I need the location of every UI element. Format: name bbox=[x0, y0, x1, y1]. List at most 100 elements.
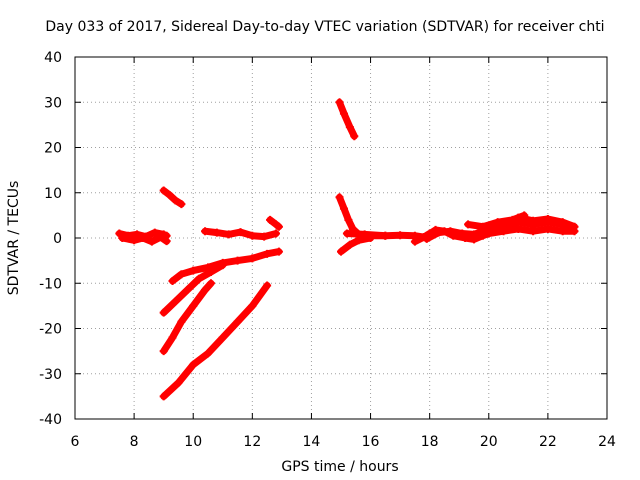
x-tick-label: 12 bbox=[243, 434, 261, 450]
data-point-marker bbox=[171, 297, 180, 306]
data-point-marker bbox=[168, 333, 177, 342]
data-point-marker bbox=[458, 229, 467, 238]
x-tick-label: 18 bbox=[421, 434, 439, 450]
y-tick-label: -20 bbox=[39, 322, 62, 338]
x-tick-label: 6 bbox=[71, 434, 80, 450]
data-point-marker bbox=[381, 231, 390, 240]
data-point-marker bbox=[150, 228, 159, 237]
data-point-marker bbox=[514, 213, 523, 222]
data-point-marker bbox=[159, 308, 168, 317]
data-point-marker bbox=[434, 228, 443, 237]
data-point-marker bbox=[350, 132, 359, 141]
data-point-marker bbox=[206, 279, 215, 288]
data-point-marker bbox=[189, 360, 198, 369]
data-point-marker bbox=[159, 186, 168, 195]
data-point-marker bbox=[335, 193, 344, 202]
data-point-marker bbox=[156, 233, 165, 242]
y-tick-label: 20 bbox=[44, 141, 62, 157]
x-axis-label: GPS time / hours bbox=[281, 459, 398, 475]
data-point-marker bbox=[260, 232, 269, 241]
data-point-marker bbox=[335, 98, 344, 107]
data-point-marker bbox=[499, 227, 508, 236]
data-point-marker bbox=[274, 222, 283, 231]
data-point-marker bbox=[248, 231, 257, 240]
data-point-marker bbox=[263, 281, 272, 290]
x-tick-label: 10 bbox=[184, 434, 202, 450]
data-point-marker bbox=[118, 234, 127, 242]
data-point-marker bbox=[263, 249, 272, 258]
series-trace-s3 bbox=[160, 187, 185, 208]
data-point-marker bbox=[570, 222, 579, 231]
series-trace-s7 bbox=[160, 261, 227, 317]
data-point-marker bbox=[248, 254, 257, 263]
data-layer bbox=[115, 98, 579, 401]
data-point-marker bbox=[165, 191, 174, 200]
data-point-marker bbox=[177, 270, 186, 279]
data-point-marker bbox=[236, 228, 245, 237]
y-tick-label: 10 bbox=[44, 186, 62, 202]
data-point-marker bbox=[233, 256, 242, 265]
data-point-marker bbox=[115, 229, 124, 238]
data-point-marker bbox=[168, 276, 177, 285]
data-point-marker bbox=[159, 392, 168, 401]
data-point-marker bbox=[206, 267, 215, 276]
x-tick-label: 24 bbox=[598, 434, 616, 450]
data-point-marker bbox=[529, 216, 538, 225]
data-point-marker bbox=[345, 123, 354, 132]
series-trace-s5 bbox=[266, 216, 283, 231]
data-point-marker bbox=[201, 227, 210, 236]
data-point-marker bbox=[464, 220, 473, 229]
y-axis-label: SDTVAR / TECUs bbox=[6, 181, 22, 296]
data-point-marker bbox=[344, 215, 353, 224]
data-point-marker bbox=[543, 214, 552, 223]
data-point-marker bbox=[171, 196, 180, 205]
data-point-marker bbox=[508, 215, 517, 224]
series-trace-s9 bbox=[160, 282, 271, 400]
data-point-marker bbox=[274, 247, 283, 256]
series-trace-s10 bbox=[336, 98, 358, 140]
data-point-marker bbox=[218, 261, 227, 270]
data-point-marker bbox=[162, 237, 171, 246]
y-tick-label: 30 bbox=[44, 95, 62, 111]
chart-title: Day 033 of 2017, Sidereal Day-to-day VTE… bbox=[45, 19, 604, 35]
data-point-marker bbox=[195, 274, 204, 283]
data-point-marker bbox=[422, 234, 431, 243]
data-point-marker bbox=[204, 349, 212, 358]
y-tick-label: -30 bbox=[39, 367, 62, 383]
data-point-marker bbox=[558, 218, 567, 227]
x-tick-label: 20 bbox=[480, 434, 498, 450]
data-point-marker bbox=[543, 224, 552, 233]
data-point-marker bbox=[201, 286, 210, 295]
data-point-marker bbox=[339, 204, 348, 213]
data-point-marker bbox=[183, 286, 192, 295]
data-point-marker bbox=[212, 228, 221, 237]
data-point-marker bbox=[360, 230, 369, 239]
data-point-marker bbox=[345, 240, 354, 249]
data-point-marker bbox=[484, 229, 493, 238]
data-point-marker bbox=[446, 227, 455, 236]
y-tick-label: -10 bbox=[39, 276, 62, 292]
data-point-marker bbox=[271, 229, 280, 238]
data-point-marker bbox=[470, 230, 478, 239]
data-point-marker bbox=[138, 234, 147, 242]
x-tick-label: 16 bbox=[362, 434, 380, 450]
y-tick-label: 0 bbox=[53, 231, 62, 247]
data-point-marker bbox=[478, 222, 487, 231]
data-point-marker bbox=[396, 231, 405, 240]
data-point-marker bbox=[147, 237, 156, 246]
data-point-marker bbox=[514, 224, 523, 233]
data-point-marker bbox=[189, 301, 198, 310]
x-tick-label: 8 bbox=[130, 434, 139, 450]
data-point-marker bbox=[529, 227, 538, 236]
data-point-marker bbox=[339, 109, 348, 118]
series-trace-s12 bbox=[337, 234, 375, 256]
data-point-marker bbox=[177, 200, 186, 209]
x-tick-label: 22 bbox=[539, 434, 557, 450]
data-point-marker bbox=[174, 378, 183, 387]
data-point-marker bbox=[130, 236, 139, 245]
data-point-marker bbox=[218, 333, 227, 342]
x-tick-label: 14 bbox=[303, 434, 321, 450]
data-point-marker bbox=[224, 230, 233, 239]
tick-layer: 6 8 10 12 14 16 18 20 22 24 -40 -30 -20 -10 0 10 20 30 40 bbox=[39, 50, 616, 450]
